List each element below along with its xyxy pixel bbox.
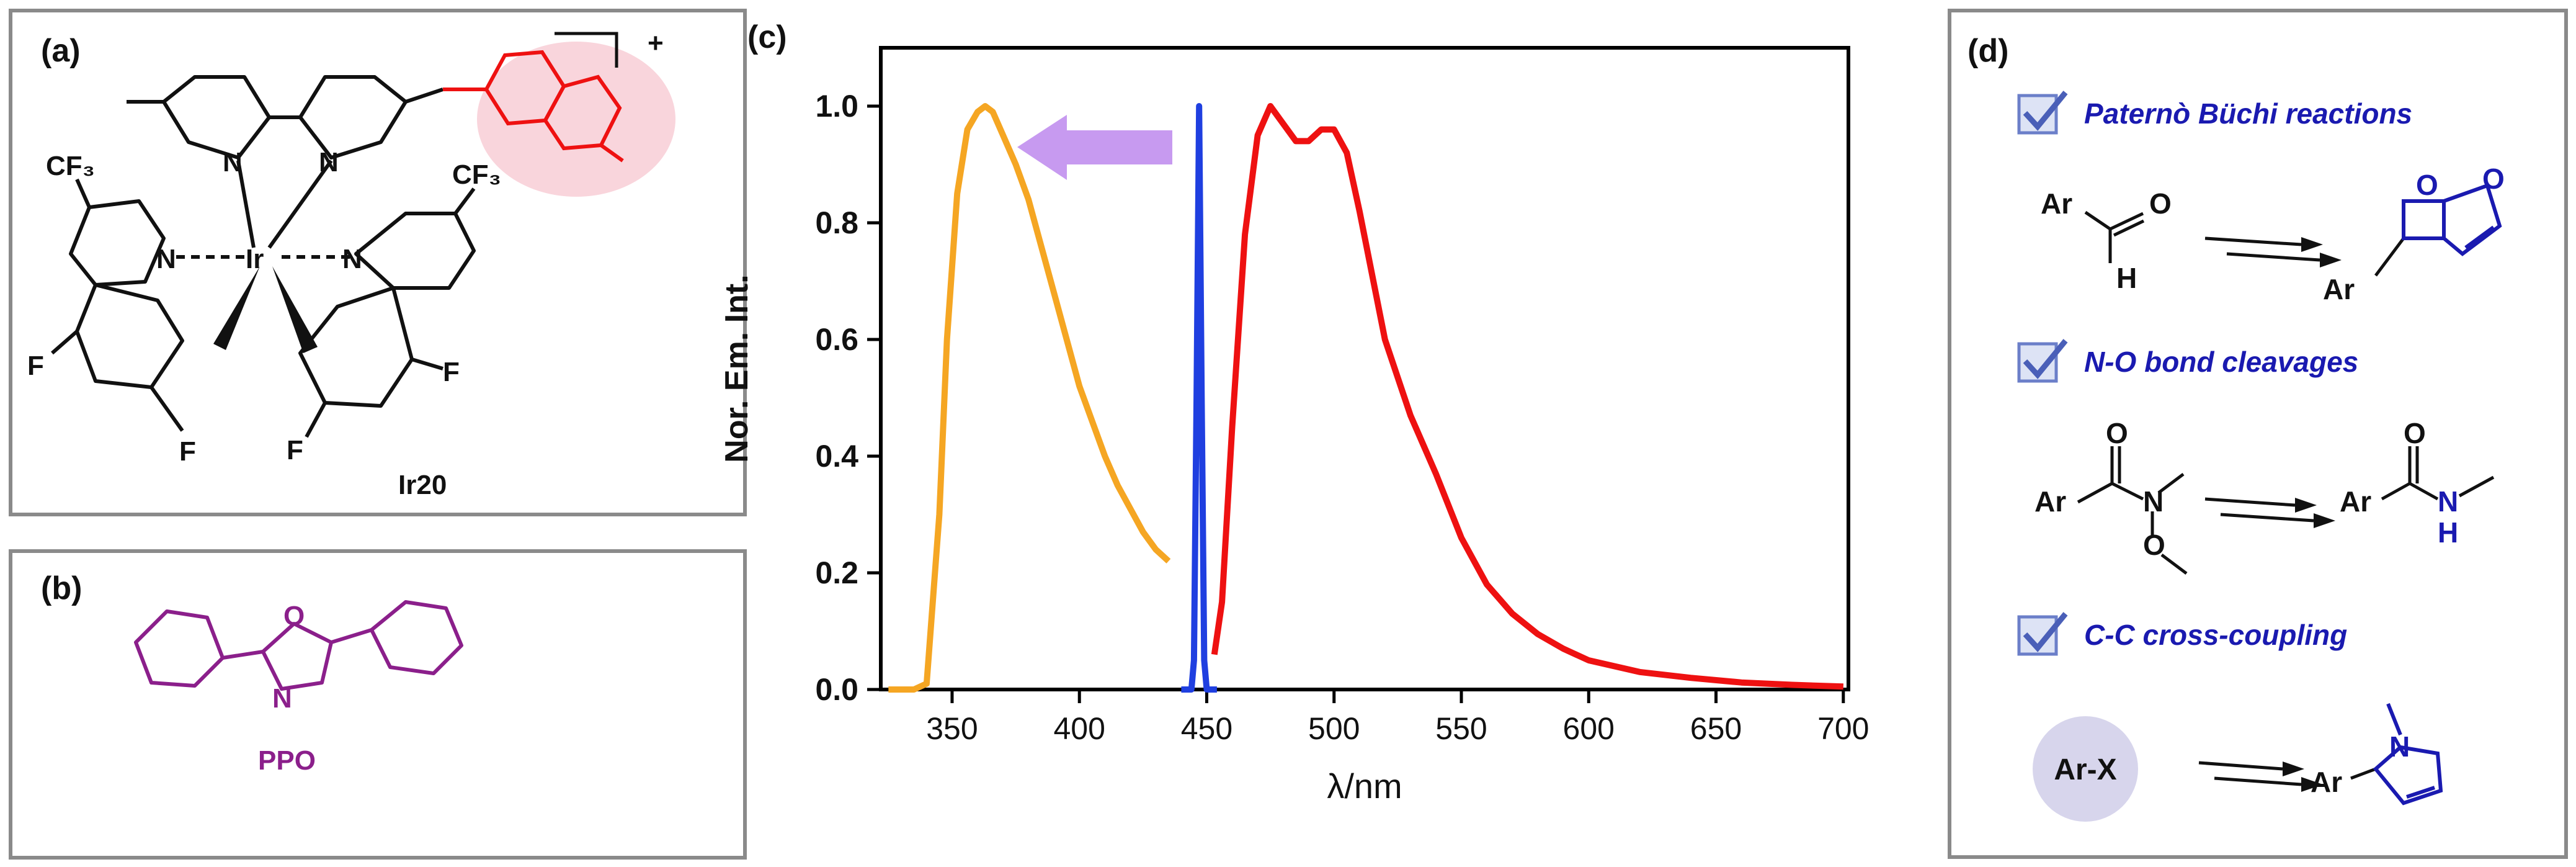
no-n: N xyxy=(2143,485,2164,518)
pb-o: O xyxy=(2149,187,2172,220)
item-title-2: N-O bond cleavages xyxy=(2084,346,2358,378)
checkbox-1 xyxy=(2017,91,2068,135)
y-tick-label: 0.8 xyxy=(815,205,858,240)
atom-f-1: F xyxy=(27,351,44,381)
upconversion-arrow xyxy=(1017,115,1172,180)
y-tick-label: 0.0 xyxy=(815,672,858,707)
x-axis-title: λ/nm xyxy=(1327,766,1402,806)
y-tick-label: 1.0 xyxy=(815,89,858,124)
item-title-3: C-C cross-coupling xyxy=(2084,619,2347,651)
plot-frame xyxy=(879,46,1850,691)
x-tick-label: 550 xyxy=(1435,711,1487,746)
atom-cf3-left: CF₃ xyxy=(46,151,95,181)
x-tick-label: 600 xyxy=(1563,711,1615,746)
ppo-atom-o: O xyxy=(283,601,305,631)
pb-ar: Ar xyxy=(2041,187,2072,220)
checkbox-3 xyxy=(2017,612,2068,656)
item-title-1: Paternò Büchi reactions xyxy=(2084,97,2412,130)
compound-ppo: PPO xyxy=(258,745,316,776)
emission-chart: 350 400 450 500 550 600 650 700 0.0 0.2 0.4 0.6 0.8 1… xyxy=(719,46,1870,806)
no-o-product: O xyxy=(2404,417,2426,449)
x-tick-label: 700 xyxy=(1817,711,1869,746)
y-tick-label: 0.2 xyxy=(815,555,858,590)
no-o: O xyxy=(2106,417,2128,449)
x-tick-label: 650 xyxy=(1690,711,1742,746)
compound-ir20: Ir20 xyxy=(398,470,447,500)
atom-f-3: F xyxy=(443,357,460,387)
x-tick-label: 500 xyxy=(1308,711,1360,746)
cc-n-product: N xyxy=(2389,730,2410,763)
cc-arx: Ar-X xyxy=(2054,753,2116,786)
pb-product-o1: O xyxy=(2416,169,2438,201)
atom-n-2: N xyxy=(319,147,339,177)
pb-ar-product: Ar xyxy=(2323,273,2355,305)
ar-x-circle xyxy=(2033,716,2138,822)
no-o2: O xyxy=(2143,529,2165,561)
panel-b-box xyxy=(9,549,747,860)
ppo-atom-n: N xyxy=(272,683,292,714)
panel-c-label: (c) xyxy=(747,19,787,55)
atom-f-4: F xyxy=(287,435,303,465)
cc-ar-product: Ar xyxy=(2311,766,2342,798)
pb-h: H xyxy=(2116,262,2137,294)
metal-ir: Ir xyxy=(246,244,264,274)
atom-n-4: N xyxy=(342,244,362,274)
checkbox-2 xyxy=(2017,339,2068,383)
no-n-product: N xyxy=(2438,485,2458,518)
series-line-ppo-emission xyxy=(888,103,1171,693)
complex-charge: + xyxy=(648,28,664,58)
atom-n-3: N xyxy=(156,244,176,274)
atom-f-2: F xyxy=(179,436,196,467)
no-ar-product: Ar xyxy=(2340,485,2371,518)
series-line-laser-excitation xyxy=(1181,103,1217,693)
atom-cf3-right: CF₃ xyxy=(452,159,501,190)
y-tick-label: 0.4 xyxy=(815,439,858,474)
ppo-structure: O N PPO xyxy=(134,600,463,776)
atom-n-1: N xyxy=(223,147,243,177)
panel-d-label: (d) xyxy=(1968,33,2009,69)
panel-a-label: (a) xyxy=(41,33,81,69)
y-tick-label: 0.6 xyxy=(815,322,858,357)
y-axis-title: Nor. Em. Int. xyxy=(719,274,755,462)
no-ar: Ar xyxy=(2035,485,2066,518)
x-tick-label: 350 xyxy=(926,711,978,746)
panel-b-label: (b) xyxy=(41,570,82,606)
applications-panel: Paternò Büchi reactions Ar O H Ar O O N-… xyxy=(2017,91,2505,822)
pb-product-o2: O xyxy=(2482,163,2505,195)
x-tick-label: 400 xyxy=(1053,711,1105,746)
x-tick-label: 450 xyxy=(1181,711,1232,746)
no-h-product: H xyxy=(2438,516,2458,549)
ir20-structure: + N N N N Ir CF₃ CF₃ F F F F Ir20 xyxy=(27,28,675,500)
series-line-ir20-emission xyxy=(1211,103,1843,690)
panel-d-box xyxy=(1948,9,2568,859)
